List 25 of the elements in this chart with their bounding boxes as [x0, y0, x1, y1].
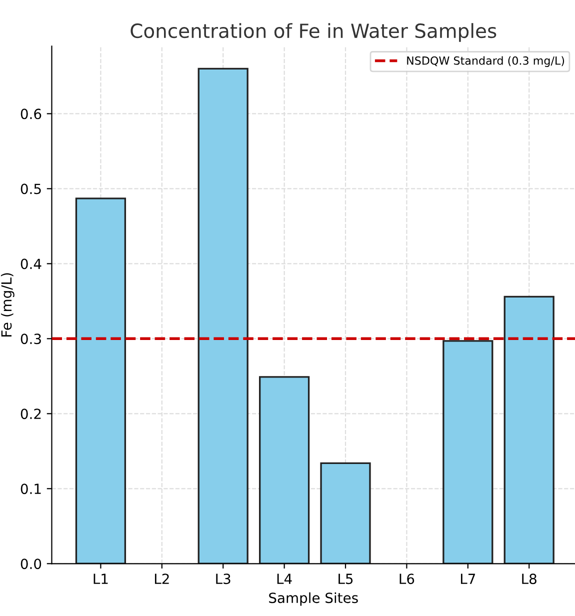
x-tick-label: L8 [522, 574, 536, 584]
legend-label: NSDQW Standard (0.3 mg/L) [407, 56, 564, 67]
bar [198, 68, 248, 564]
y-tick-label: 0.3 [20, 334, 41, 344]
y-axis-title: Fe (mg/L) [0, 273, 14, 336]
x-tick-label: L4 [277, 574, 292, 584]
y-tick-label: 0.2 [20, 408, 41, 420]
x-tick-label: L7 [460, 574, 475, 584]
bar [75, 198, 126, 564]
x-tick-label: L3 [216, 574, 230, 584]
y-tick-label: 0.6 [20, 108, 42, 120]
y-tick-label: 0.5 [20, 184, 41, 194]
y-tick-label: 0.4 [20, 258, 42, 270]
bar [504, 296, 554, 564]
x-axis-title: Sample Sites [269, 592, 358, 606]
y-tick-label: 0.0 [20, 558, 42, 570]
bar [442, 340, 494, 564]
x-tick-label: L6 [400, 574, 414, 584]
x-tick-label: L5 [338, 574, 353, 584]
x-tick-label: L1 [94, 574, 108, 584]
bar [320, 462, 371, 564]
chart-title: Concentration of Fe in Water Samples [130, 23, 496, 42]
bar [258, 376, 310, 564]
y-tick-label: 0.1 [20, 484, 41, 494]
x-tick-label: L2 [154, 574, 169, 584]
